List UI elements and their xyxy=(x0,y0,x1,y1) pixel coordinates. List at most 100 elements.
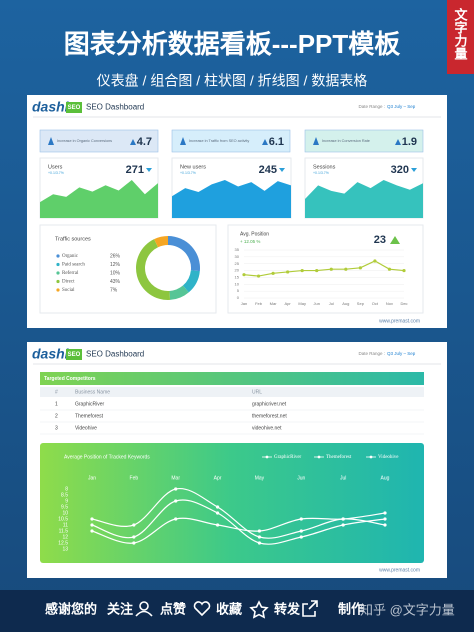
point xyxy=(299,535,303,539)
icon-heart xyxy=(193,601,211,617)
y-tick-label: 10.5 xyxy=(58,516,68,522)
kpi-value: 1.9 xyxy=(402,136,417,148)
kpi-arrow xyxy=(395,139,401,145)
kpi-box xyxy=(171,129,291,153)
table-cell: themeforest.net xyxy=(252,413,287,419)
point xyxy=(286,270,290,274)
point xyxy=(299,529,303,533)
tag: 文字力量 xyxy=(453,7,468,61)
x-tick-label: Jan xyxy=(241,301,247,306)
up-arrow xyxy=(390,236,400,244)
footer-item: 收藏 xyxy=(216,601,242,616)
point xyxy=(358,266,362,270)
badge-text: SEO xyxy=(68,105,81,111)
legend-value: 26% xyxy=(110,253,121,259)
y-tick-label: 8 xyxy=(65,486,68,492)
tag-badge xyxy=(447,0,474,74)
kpi-box xyxy=(39,129,159,153)
date-value: Q3 July – Sep xyxy=(387,104,416,109)
icon-star xyxy=(249,600,269,619)
icon-user xyxy=(135,610,153,617)
current-value: 23 xyxy=(374,234,386,246)
legend-label: Organic xyxy=(62,254,79,259)
point xyxy=(300,268,304,273)
x-tick-label: Jun xyxy=(297,475,305,481)
x-tick-label: Oct xyxy=(372,301,379,306)
card-title: Users xyxy=(48,164,63,170)
table-cell: videohive.net xyxy=(252,425,282,431)
area xyxy=(172,180,291,218)
kpi-arrow xyxy=(130,139,136,145)
point xyxy=(215,523,220,527)
table-cell: Themeforest xyxy=(75,413,104,419)
table-cell: 1 xyxy=(55,401,58,407)
point xyxy=(341,517,345,521)
point xyxy=(242,273,246,277)
area xyxy=(40,180,158,218)
legend-dot xyxy=(265,455,269,459)
point xyxy=(383,517,387,521)
x-tick-label: Jan xyxy=(88,475,96,481)
down-arrow xyxy=(411,168,417,172)
date-label: Date Range : xyxy=(358,351,385,356)
line xyxy=(91,512,386,544)
kpi-icon xyxy=(180,137,186,145)
point xyxy=(90,523,94,527)
footer-item: 关注 xyxy=(107,601,133,616)
point xyxy=(132,541,136,545)
x-tick-label: Jul xyxy=(340,475,346,481)
y-tick-label: 30 xyxy=(235,254,240,259)
legend-label: Videohive xyxy=(378,455,399,460)
y-tick-label: 13 xyxy=(62,546,68,552)
point xyxy=(299,517,303,521)
card-value: 245 xyxy=(259,164,277,176)
y-tick-label: 5 xyxy=(237,288,240,293)
y-tick-label: 35 xyxy=(235,247,240,252)
icon-share xyxy=(302,600,318,617)
badge-text: SEO xyxy=(68,352,81,358)
kpi-label: Increase in Organic Conversions xyxy=(57,139,112,143)
y-tick-label: 8.5 xyxy=(61,492,68,498)
point xyxy=(257,529,262,533)
x-tick-label: May xyxy=(298,301,306,306)
column-header xyxy=(40,387,424,397)
card-subtitle: +0.1/3.7% xyxy=(313,171,329,175)
badge xyxy=(66,102,82,113)
y-tick-label: 25 xyxy=(235,261,240,266)
kpi-value: 4.7 xyxy=(137,136,152,148)
x-tick-label: Feb xyxy=(130,475,139,481)
point xyxy=(90,529,94,533)
page-title: 图表分析数据看板---PPT模板 xyxy=(64,29,401,59)
card-subtitle: +0.1/3.7% xyxy=(48,171,64,175)
x-tick-label: Apr xyxy=(214,475,222,481)
column-label: Business Name xyxy=(75,389,110,395)
donut-slice xyxy=(168,236,200,272)
legend-value: 10% xyxy=(110,270,121,276)
logo: dashi xyxy=(32,346,70,362)
table-title: Targeted Competitors xyxy=(44,376,96,382)
y-tick-label: 10 xyxy=(62,510,68,516)
legend-dot xyxy=(56,271,60,275)
x-tick-label: Sep xyxy=(357,301,365,306)
legend-dot xyxy=(56,254,60,258)
logo: dashi xyxy=(32,99,70,115)
x-tick-label: Jun xyxy=(314,301,320,306)
area xyxy=(305,180,423,218)
card-value: 271 xyxy=(126,164,144,176)
kpi-arrow xyxy=(262,139,268,145)
chart-subtitle: + 12.05 % xyxy=(240,239,260,244)
x-tick-label: Apr xyxy=(285,301,292,306)
point xyxy=(402,268,406,273)
legend-label: Referral xyxy=(62,271,79,276)
down-arrow xyxy=(146,168,152,172)
x-tick-label: Dec xyxy=(400,301,407,306)
y-tick-label: 20 xyxy=(235,268,240,273)
legend-label: Direct xyxy=(62,280,75,285)
point xyxy=(315,268,319,273)
legend-label: Paid search xyxy=(62,263,85,268)
legend-dot xyxy=(56,279,60,284)
point xyxy=(256,274,261,278)
card-title: New users xyxy=(180,164,206,170)
point xyxy=(257,535,262,539)
table-cell: Videohive xyxy=(75,425,97,431)
